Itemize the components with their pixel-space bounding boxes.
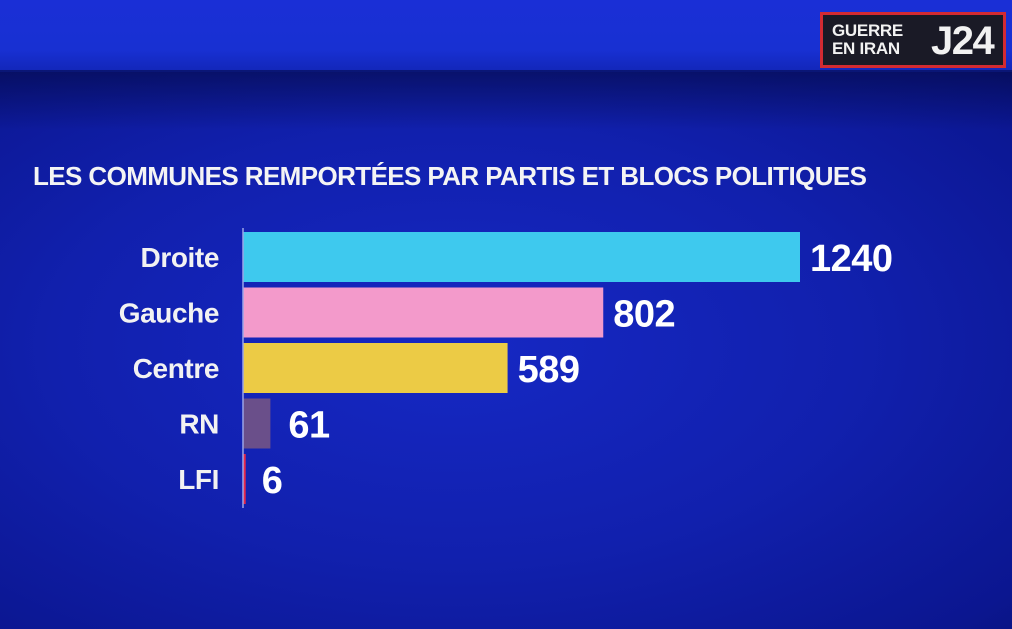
- value-label: 802: [613, 294, 675, 336]
- category-label: RN: [179, 409, 219, 440]
- category-label: Droite: [141, 242, 220, 273]
- chart-title: LES COMMUNES REMPORTÉES PAR PARTIS ET BL…: [33, 161, 867, 191]
- value-label: 1240: [810, 238, 893, 280]
- badge-line-2: EN IRAN: [832, 39, 900, 58]
- value-label: 6: [262, 460, 283, 502]
- badge-line-1: GUERRE: [832, 21, 903, 40]
- bar-gauche: [243, 287, 604, 338]
- bar-rn: [243, 398, 271, 449]
- bar-droite: [243, 232, 800, 282]
- category-label: Gauche: [119, 298, 219, 329]
- badge-day: J24: [931, 19, 995, 63]
- value-label: 589: [518, 349, 580, 391]
- news-badge: GUERRE EN IRAN J24: [820, 12, 1006, 68]
- bar-lfi: [243, 454, 246, 504]
- category-label: Centre: [133, 353, 219, 384]
- category-label: LFI: [178, 464, 219, 495]
- bar-centre: [243, 343, 508, 393]
- banner-shadow: [0, 70, 1012, 130]
- value-label: 61: [288, 405, 330, 447]
